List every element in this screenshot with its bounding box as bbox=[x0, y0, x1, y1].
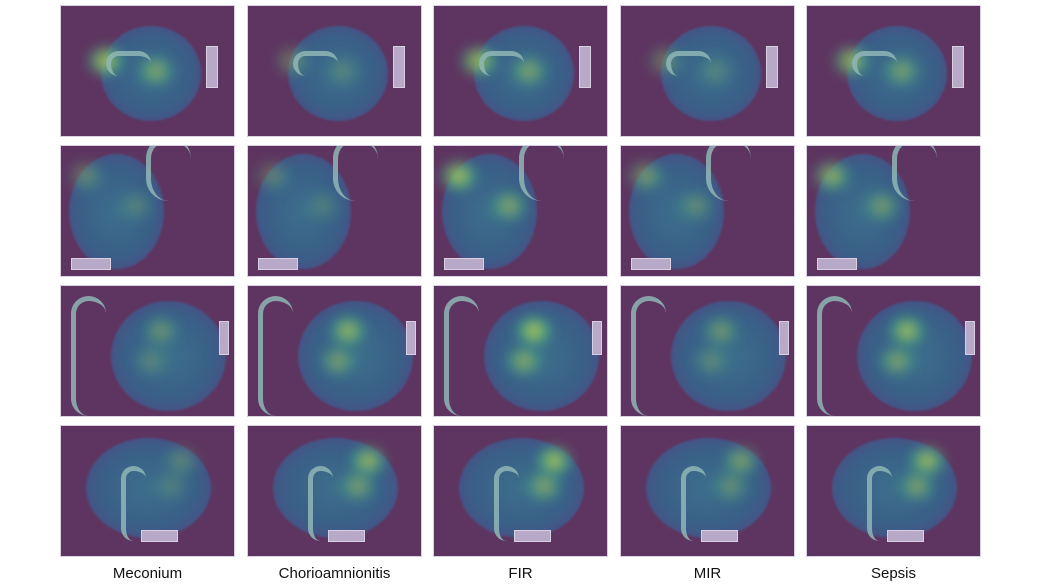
heatmap-image-chorioamnionitis-row-4 bbox=[247, 425, 422, 557]
umbilical-cord bbox=[146, 146, 191, 201]
column-label: Chorioamnionitis bbox=[278, 565, 391, 582]
umbilical-cord bbox=[867, 466, 892, 541]
activation-hotspot bbox=[350, 447, 386, 475]
activation-hotspot bbox=[441, 162, 477, 190]
heatmap-image-meconium-row-3 bbox=[60, 285, 235, 417]
umbilical-cord bbox=[892, 146, 937, 201]
activation-hotspot bbox=[330, 317, 366, 345]
umbilical-cord bbox=[444, 296, 479, 416]
heatmap-image-meconium-row-4 bbox=[60, 425, 235, 557]
scale-ruler bbox=[779, 321, 789, 355]
activation-hotspot bbox=[864, 192, 900, 220]
column-label: MIR bbox=[693, 565, 722, 582]
activation-hotspot bbox=[889, 317, 925, 345]
umbilical-cord bbox=[293, 51, 338, 76]
heatmap-image-fir-row-4 bbox=[433, 425, 608, 557]
heatmap-image-sepsis-row-3 bbox=[806, 285, 981, 417]
heatmap-image-fir-row-3 bbox=[433, 285, 608, 417]
scale-ruler bbox=[328, 530, 365, 542]
umbilical-cord bbox=[71, 296, 106, 416]
scale-ruler bbox=[631, 258, 671, 270]
heatmap-image-fir-row-2 bbox=[433, 145, 608, 277]
activation-hotspot bbox=[143, 317, 179, 345]
heatmap-image-chorioamnionitis-row-2 bbox=[247, 145, 422, 277]
umbilical-cord bbox=[666, 51, 711, 76]
heatmap-image-sepsis-row-1 bbox=[806, 5, 981, 137]
heatmap-image-chorioamnionitis-row-1 bbox=[247, 5, 422, 137]
umbilical-cord bbox=[681, 466, 706, 541]
activation-hotspot bbox=[133, 347, 169, 375]
activation-hotspot bbox=[506, 347, 542, 375]
heatmap-image-mir-row-1 bbox=[620, 5, 795, 137]
scale-ruler bbox=[141, 530, 178, 542]
activation-hotspot bbox=[491, 192, 527, 220]
activation-hotspot bbox=[879, 347, 915, 375]
umbilical-cord bbox=[852, 51, 897, 76]
activation-hotspot bbox=[814, 162, 850, 190]
umbilical-cord bbox=[631, 296, 666, 416]
scale-ruler bbox=[952, 46, 964, 88]
column-label: Sepsis bbox=[870, 565, 917, 582]
column-label: FIR bbox=[508, 565, 533, 582]
activation-hotspot bbox=[713, 472, 749, 500]
activation-hotspot bbox=[255, 162, 291, 190]
scale-ruler bbox=[579, 46, 591, 88]
heatmap-image-mir-row-2 bbox=[620, 145, 795, 277]
heatmap-image-mir-row-3 bbox=[620, 285, 795, 417]
scale-ruler bbox=[406, 321, 416, 355]
heatmap-image-fir-row-1 bbox=[433, 5, 608, 137]
activation-hotspot bbox=[516, 317, 552, 345]
scale-ruler bbox=[258, 258, 298, 270]
placenta bbox=[111, 301, 226, 411]
activation-hotspot bbox=[703, 317, 739, 345]
activation-hotspot bbox=[693, 347, 729, 375]
activation-hotspot bbox=[118, 192, 154, 220]
activation-hotspot bbox=[536, 447, 572, 475]
umbilical-cord bbox=[121, 466, 146, 541]
scale-ruler bbox=[219, 321, 229, 355]
activation-hotspot bbox=[320, 347, 356, 375]
scale-ruler bbox=[887, 530, 924, 542]
umbilical-cord bbox=[494, 466, 519, 541]
column-label: Meconium bbox=[112, 565, 183, 582]
umbilical-cord bbox=[706, 146, 751, 201]
activation-hotspot bbox=[678, 192, 714, 220]
activation-hotspot bbox=[628, 162, 664, 190]
heatmap-image-meconium-row-2 bbox=[60, 145, 235, 277]
activation-hotspot bbox=[909, 447, 945, 475]
activation-hotspot bbox=[305, 192, 341, 220]
placenta bbox=[86, 438, 211, 538]
scale-ruler bbox=[817, 258, 857, 270]
scale-ruler bbox=[965, 321, 975, 355]
activation-hotspot bbox=[153, 472, 189, 500]
umbilical-cord bbox=[258, 296, 293, 416]
umbilical-cord bbox=[333, 146, 378, 201]
scale-ruler bbox=[701, 530, 738, 542]
scale-ruler bbox=[766, 46, 778, 88]
umbilical-cord bbox=[519, 146, 564, 201]
heatmap-image-mir-row-4 bbox=[620, 425, 795, 557]
scale-ruler bbox=[393, 46, 405, 88]
activation-hotspot bbox=[526, 472, 562, 500]
heatmap-image-chorioamnionitis-row-3 bbox=[247, 285, 422, 417]
activation-hotspot bbox=[68, 162, 104, 190]
umbilical-cord bbox=[479, 51, 524, 76]
activation-hotspot bbox=[340, 472, 376, 500]
scale-ruler bbox=[71, 258, 111, 270]
heatmap-image-meconium-row-1 bbox=[60, 5, 235, 137]
scale-ruler bbox=[206, 46, 218, 88]
heatmap-image-sepsis-row-4 bbox=[806, 425, 981, 557]
umbilical-cord bbox=[817, 296, 852, 416]
umbilical-cord bbox=[106, 51, 151, 76]
scale-ruler bbox=[444, 258, 484, 270]
heatmap-image-sepsis-row-2 bbox=[806, 145, 981, 277]
scale-ruler bbox=[592, 321, 602, 355]
scale-ruler bbox=[514, 530, 551, 542]
umbilical-cord bbox=[308, 466, 333, 541]
activation-hotspot bbox=[899, 472, 935, 500]
activation-hotspot bbox=[163, 447, 199, 475]
activation-hotspot bbox=[723, 447, 759, 475]
